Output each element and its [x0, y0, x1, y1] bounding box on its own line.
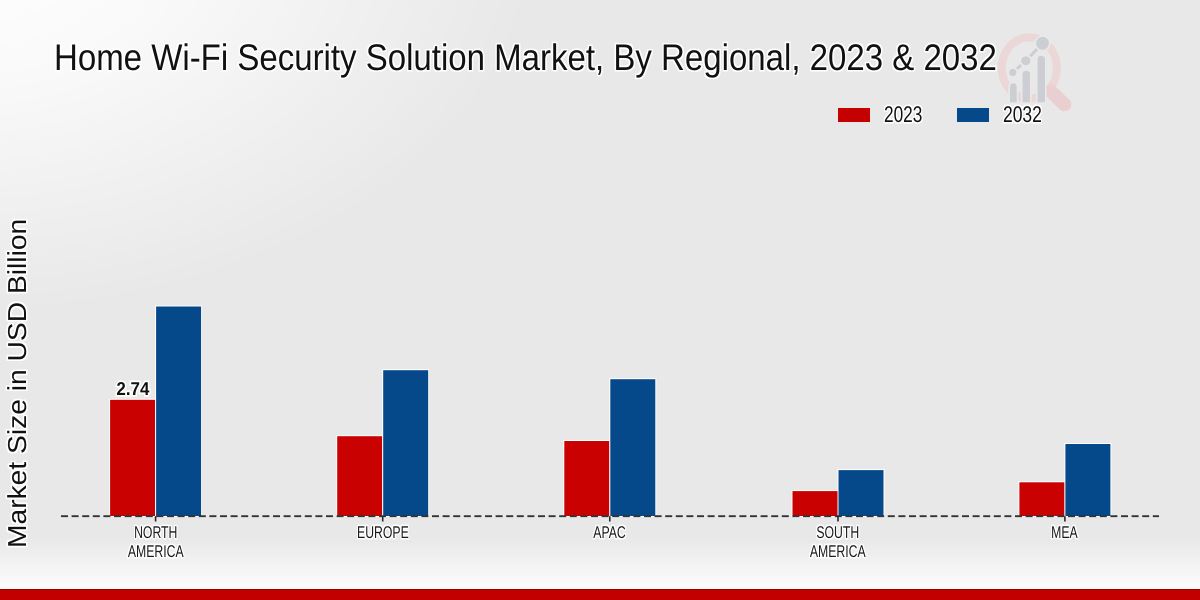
svg-text:2.74: 2.74	[116, 378, 150, 399]
